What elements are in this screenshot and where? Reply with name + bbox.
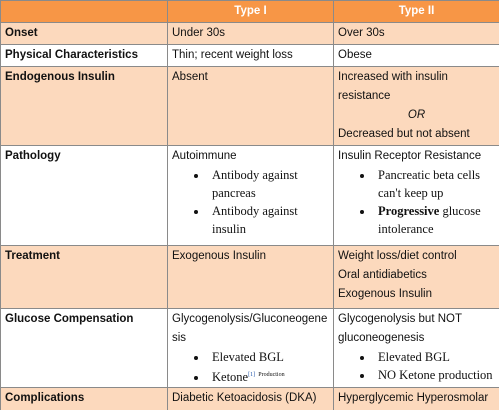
cell-line: Diabetic Ketoacidosis (DKA) [172, 392, 317, 405]
cell: Glycogenolysis but NOT gluconeogenesis El… [333, 307, 499, 389]
item-text: Ketone [212, 370, 249, 385]
footnote-link[interactable]: [1] [248, 372, 256, 378]
row-label: Treatment [0, 245, 168, 309]
bullet-list: Elevated BGLKetone[1] Production [172, 348, 329, 386]
cell-line: Glycogenolysis but NOT gluconeogenesis [338, 313, 462, 344]
cell-line: Autoimmune [172, 150, 237, 162]
cell-line: Weight loss/diet control [338, 250, 457, 262]
row: Physical Characteristics Thin; recent wei… [0, 44, 499, 67]
bullet-item: Ketone[1] Production [208, 366, 329, 386]
row-label: Physical Characteristics [0, 44, 168, 67]
cell: Under 30s [167, 22, 334, 45]
cell: Exogenous Insulin [167, 245, 334, 309]
row-label: Pathology [0, 145, 168, 246]
row: Complications Diabetic Ketoacidosis (DKA)… [0, 387, 499, 410]
header-row: Type I Type II [0, 0, 499, 23]
cell-line: OR [407, 109, 426, 121]
bold-text: Progressive [378, 204, 440, 218]
table-body: Onset Under 30s Over 30s Physical Character… [0, 22, 499, 410]
cell: Glycogenolysis/Gluconeogenesis Elevated B… [167, 307, 334, 389]
bullet-list: Antibody against pancreasAntibody agains… [172, 166, 329, 238]
bullet-list: Elevated BGLNO Ketone production [338, 348, 495, 384]
cell-line: Glycogenolysis/Gluconeogenesis [172, 313, 328, 344]
cell-line: Thin; recent weight loss [172, 49, 293, 61]
cell-line: Oral antidiabetics [338, 269, 427, 281]
cell: Insulin Receptor Resistance Pancreatic be… [333, 145, 499, 246]
footnote-note: Production [258, 372, 285, 378]
header-cell: Type I [167, 0, 334, 23]
cell: Over 30s [333, 22, 499, 45]
bullet-item: Elevated BGL [374, 348, 495, 366]
cell-line: Obese [338, 49, 372, 61]
bullet-item: Elevated BGL [208, 348, 329, 366]
bullet-item: Antibody against pancreas [208, 166, 329, 202]
bullet-item: Progressive glucose intolerance [374, 202, 495, 238]
cell-line: Decreased but not absent [338, 128, 470, 140]
cell-line: Insulin Receptor Resistance [338, 150, 482, 162]
cell: Hyperglycemic Hyperosmolar Syndrome (HHS… [333, 387, 499, 410]
bullet-item: Antibody against insulin [208, 202, 329, 238]
bullet-item: NO Ketone production [374, 366, 495, 384]
cell-line: Exogenous Insulin [172, 250, 266, 262]
bullet-item: Pancreatic beta cells can't keep up [374, 166, 495, 202]
cell: Thin; recent weight loss [167, 44, 334, 67]
header-blank [0, 0, 168, 23]
bullet-list: Pancreatic beta cells can't keep upProgr… [338, 166, 495, 238]
cell: Autoimmune Antibody against pancreasAntib… [167, 145, 334, 246]
cell: Diabetic Ketoacidosis (DKA) [167, 387, 334, 410]
row: Onset Under 30s Over 30s [0, 22, 499, 45]
row: Glucose Compensation Glycogenolysis/Gluco… [0, 307, 499, 389]
cell-line: Absent [172, 71, 208, 83]
row: Treatment Exogenous Insulin Weight loss/di… [0, 245, 499, 309]
cell-line: Over 30s [338, 27, 385, 39]
cell: Obese [333, 44, 499, 67]
cell: Weight loss/diet control Oral antidiabeti… [333, 245, 499, 309]
header-cell: Type II [333, 0, 499, 23]
row-label: Complications [0, 387, 168, 410]
row-label: Endogenous Insulin [0, 66, 168, 146]
item-text: glucose intolerance [378, 204, 481, 236]
row-label: Onset [0, 22, 168, 45]
cell-line: Hyperglycemic Hyperosmolar Syndrome (HHS… [338, 392, 489, 405]
row: Pathology Autoimmune Antibody against panc… [0, 145, 499, 246]
row-label: Glucose Compensation [0, 307, 168, 389]
cell-line: Under 30s [172, 27, 226, 39]
row: Endogenous Insulin Absent Increased with i… [0, 66, 499, 146]
cell-line: Exogenous Insulin [338, 288, 432, 300]
cell-line: Increased with insulin resistance [338, 71, 448, 102]
cell: Increased with insulin resistance OR Decre… [333, 66, 499, 146]
cell: Absent [167, 66, 334, 146]
